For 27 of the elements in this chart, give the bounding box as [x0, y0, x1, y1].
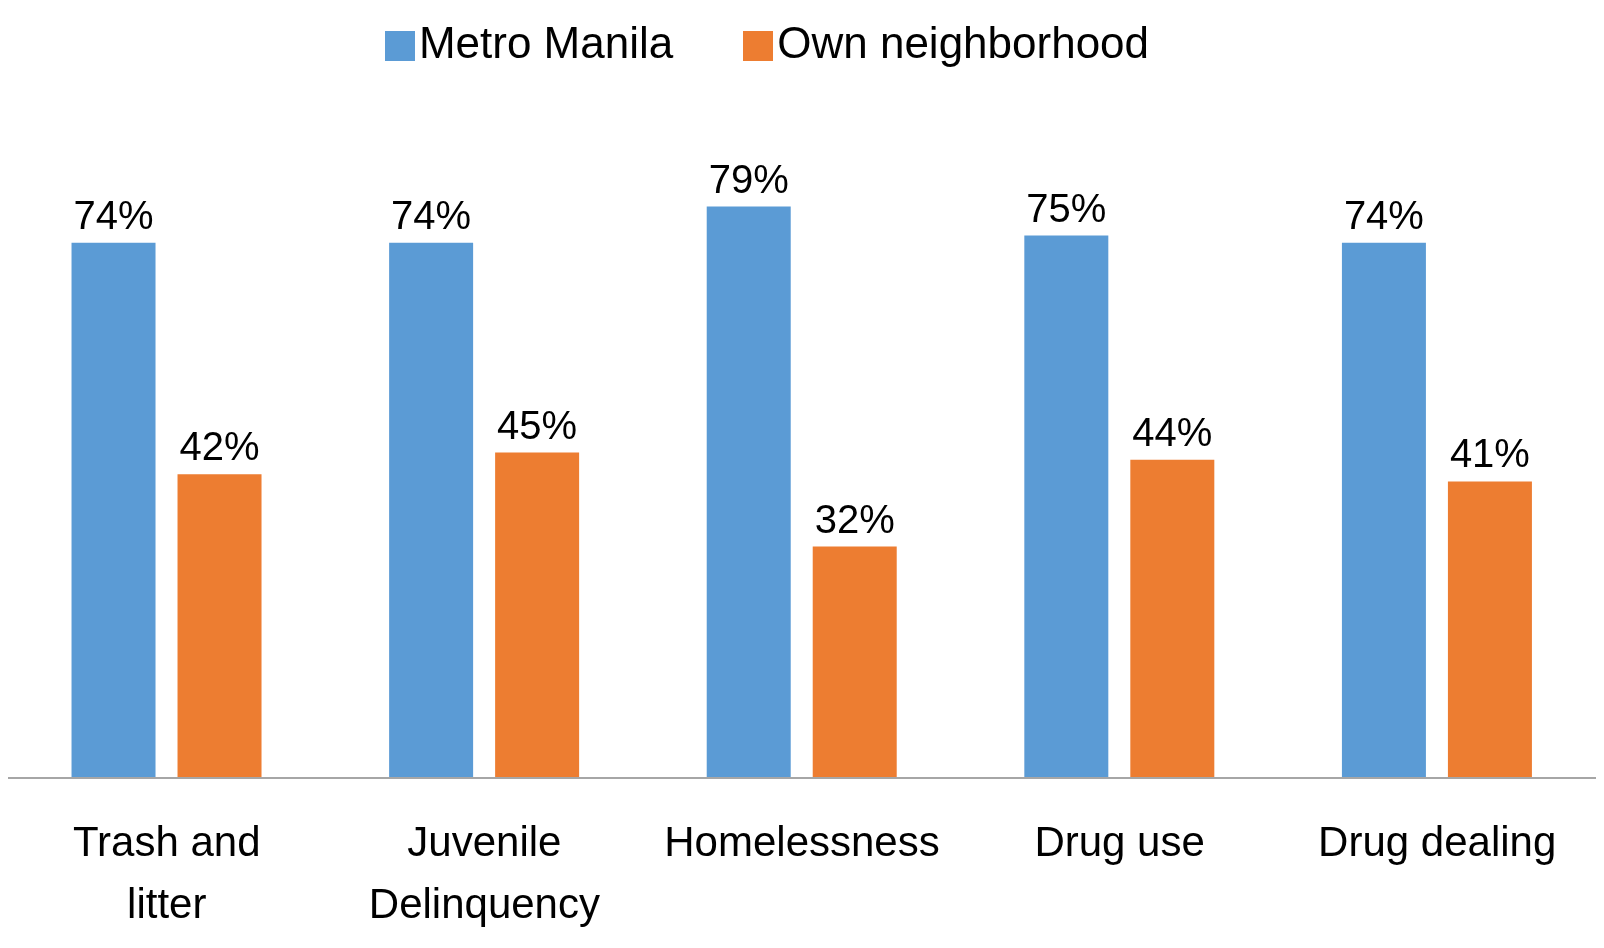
bar: [1130, 459, 1215, 778]
bar: [71, 242, 156, 778]
x-tick-label: Drug dealing: [1318, 818, 1557, 865]
bar: [812, 546, 897, 778]
bar: [1024, 235, 1109, 778]
data-label: 74%: [1343, 192, 1424, 237]
bar: [177, 474, 262, 778]
bar: [1447, 481, 1532, 778]
data-label: 74%: [73, 192, 154, 237]
data-label: 42%: [179, 424, 260, 469]
x-tick-label: Homelessness: [664, 818, 940, 865]
x-tick-label: Juvenile Delinquency: [368, 818, 600, 927]
x-tick-label: Trash and litter: [73, 818, 261, 927]
data-label: 41%: [1449, 431, 1530, 476]
data-label: 74%: [391, 192, 472, 237]
legend-label: Metro Manila: [418, 18, 674, 67]
legend-label: Own neighborhood: [777, 18, 1150, 67]
data-label: 79%: [708, 156, 789, 201]
x-tick-label: Drug use: [1034, 818, 1205, 865]
data-label: 44%: [1132, 409, 1213, 454]
data-label: 32%: [814, 496, 895, 541]
bar: [706, 206, 791, 778]
data-label: 75%: [1026, 185, 1107, 230]
data-label: 45%: [497, 402, 578, 447]
bar: [389, 242, 474, 778]
bar: [495, 452, 580, 778]
bar: [1341, 242, 1426, 778]
